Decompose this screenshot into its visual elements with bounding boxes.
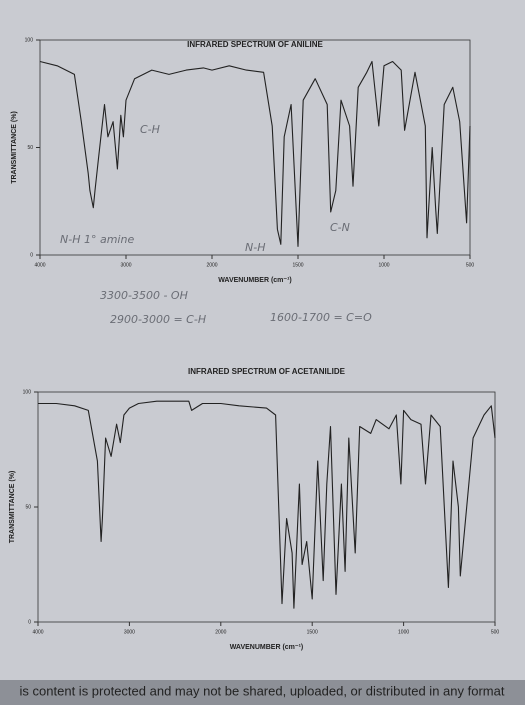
y-axis-label: TRANSMITTANCE (%) <box>9 471 16 544</box>
annotation: 2900-3000 = C-H <box>110 313 206 326</box>
spectrum-line <box>39 60 471 247</box>
y-tick-label: 50 <box>27 145 33 151</box>
x-tick-label: 500 <box>491 629 500 635</box>
y-tick-label: 0 <box>30 252 33 258</box>
spectrum-line <box>38 400 496 609</box>
annotation: 1600-1700 = C=O <box>270 311 372 324</box>
x-tick-label: 1500 <box>307 629 318 635</box>
footer: is content is protected and may not be s… <box>20 683 505 698</box>
y-axis-label: TRANSMITTANCE (%) <box>11 111 18 184</box>
y-tick-label: 100 <box>23 389 32 395</box>
y-tick-label: 0 <box>28 619 31 625</box>
chart-title: INFRARED SPECTRUM OF ANILINE <box>187 40 323 49</box>
x-tick-label: 3000 <box>124 629 135 635</box>
x-tick-label: 4000 <box>34 262 45 268</box>
chart-title: INFRARED SPECTRUM OF ACETANILIDE <box>188 367 346 376</box>
annotation: N-H <box>245 241 265 254</box>
x-tick-label: 500 <box>466 262 475 268</box>
annotation: N-H 1° amine <box>60 233 134 246</box>
x-axis-label: WAVENUMBER (cm⁻¹) <box>218 277 292 284</box>
paper <box>0 0 525 680</box>
x-tick-label: 4000 <box>32 629 43 635</box>
annotation: C-N <box>330 221 350 234</box>
y-tick-label: 50 <box>25 504 31 510</box>
annotation: 3300-3500 - OH <box>100 289 188 302</box>
y-tick-label: 100 <box>25 37 34 43</box>
x-tick-label: 1000 <box>378 262 389 268</box>
x-axis-label: WAVENUMBER (cm⁻¹) <box>230 644 304 651</box>
x-tick-label: 1500 <box>292 262 303 268</box>
x-tick-label: 1000 <box>398 629 409 635</box>
x-tick-label: 2000 <box>215 629 226 635</box>
x-tick-label: 3000 <box>120 262 131 268</box>
annotation: C-H <box>140 123 160 136</box>
x-tick-label: 2000 <box>206 262 217 268</box>
